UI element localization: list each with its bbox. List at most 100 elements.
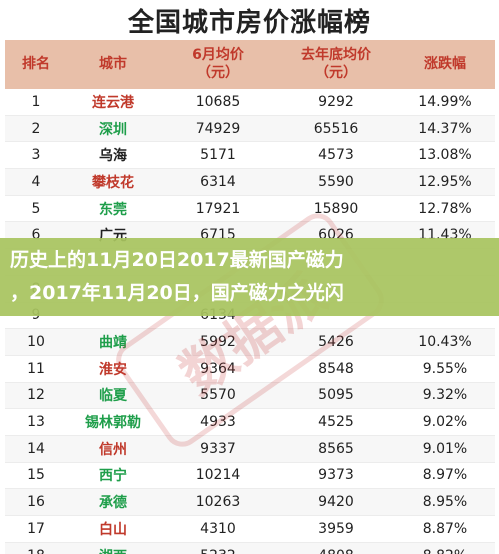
city-cell: 临夏 xyxy=(99,388,127,405)
table-row: 14 信州 9337 8565 9.01% xyxy=(5,435,495,463)
last-year-price-cell: 5590 xyxy=(318,173,354,190)
city-cell: 乌海 xyxy=(99,148,127,165)
city-cell: 锡林郭勒 xyxy=(85,415,141,432)
change-cell: 9.02% xyxy=(422,414,468,431)
change-cell: 9.01% xyxy=(422,440,468,457)
last-year-price-cell: 5095 xyxy=(318,387,354,404)
rank-cell: 3 xyxy=(31,147,41,164)
rank-cell: 4 xyxy=(31,173,41,190)
table-row: 1 连云港 10685 9292 14.99% xyxy=(5,89,495,116)
table-row: 17 白山 4310 3959 8.87% xyxy=(5,516,495,543)
table-row: 11 淮安 9364 8548 9.55% xyxy=(5,356,495,383)
last-year-price-cell: 9373 xyxy=(318,467,354,484)
last-year-price-cell: 9420 xyxy=(318,494,354,511)
table-row: 13 锡林郭勒 4933 4525 9.02% xyxy=(5,409,495,436)
june-price-cell: 5992 xyxy=(200,334,236,351)
city-cell: 淮安 xyxy=(99,361,127,378)
table-row: 2 深圳 74929 65516 14.37% xyxy=(5,115,495,143)
last-year-price-cell: 4525 xyxy=(318,414,354,431)
headline-line-2: ，2017年11月20日，国产磁力之光闪 xyxy=(10,282,344,304)
rank-cell: 15 xyxy=(27,467,45,484)
change-cell: 9.55% xyxy=(422,360,468,377)
table-row: 16 承德 10263 9420 8.95% xyxy=(5,489,495,516)
june-price-cell: 74929 xyxy=(195,120,241,137)
last-year-price-cell: 5426 xyxy=(318,334,354,351)
june-price-cell: 10263 xyxy=(195,494,241,511)
last-year-price-cell: 9292 xyxy=(318,93,354,110)
june-price-cell: 5232 xyxy=(159,543,277,554)
change-cell: 9.32% xyxy=(422,387,468,404)
table-header: 排名 城市 6月均价 （元） 去年底均价 （元） 涨跌幅 xyxy=(5,40,495,89)
june-price-cell: 4933 xyxy=(200,414,236,431)
table-row: 15 西宁 10214 9373 8.97% xyxy=(5,463,495,490)
header-june-price-unit: （元） xyxy=(197,64,239,81)
header-june-price: 6月均价 （元） xyxy=(159,40,277,89)
city-cell: 攀枝花 xyxy=(92,174,134,191)
table-row: 18湘西523248088.82% xyxy=(5,542,495,554)
header-june-price-label: 6月均价 xyxy=(192,47,244,63)
last-year-price-cell: 65516 xyxy=(313,120,359,137)
change-cell: 8.97% xyxy=(422,467,468,484)
headline-line-1: 历史上的11月20日2017最新国产磁力 xyxy=(10,249,344,271)
change-cell: 10.43% xyxy=(418,334,472,351)
june-price-cell: 9337 xyxy=(200,440,236,457)
city-cell: 湘西 xyxy=(67,543,159,554)
rank-cell: 6 xyxy=(31,227,41,244)
last-year-price-cell: 8548 xyxy=(318,360,354,377)
table-row: 5 东莞 17921 15890 12.78% xyxy=(5,196,495,223)
june-price-cell: 10214 xyxy=(195,467,241,484)
rank-cell: 16 xyxy=(27,494,45,511)
last-year-price-cell: 4808 xyxy=(277,543,395,554)
last-year-price-cell: 3959 xyxy=(318,520,354,537)
header-rank: 排名 xyxy=(22,55,50,72)
rank-cell: 17 xyxy=(27,520,45,537)
rank-cell: 11 xyxy=(27,360,45,377)
table-row: 3 乌海 5171 4573 13.08% xyxy=(5,142,495,170)
header-last-year-price-label: 去年底均价 xyxy=(301,47,371,63)
change-cell: 14.99% xyxy=(418,93,472,110)
rank-cell: 1 xyxy=(31,93,41,110)
change-cell: 8.87% xyxy=(422,520,468,537)
change-cell: 12.78% xyxy=(418,200,472,217)
city-cell: 白山 xyxy=(99,521,127,538)
rank-cell: 2 xyxy=(31,120,41,137)
header-change: 涨跌幅 xyxy=(424,55,466,72)
june-price-cell: 10685 xyxy=(195,93,241,110)
city-cell: 连云港 xyxy=(92,94,134,111)
last-year-price-cell: 15890 xyxy=(313,200,359,217)
june-price-cell: 5171 xyxy=(200,147,236,164)
rank-cell: 18 xyxy=(5,543,67,554)
city-cell: 深圳 xyxy=(99,121,127,138)
june-price-cell: 4310 xyxy=(200,520,236,537)
header-city: 城市 xyxy=(99,55,127,72)
change-cell: 14.37% xyxy=(418,120,472,137)
change-cell: 8.95% xyxy=(422,494,468,511)
change-cell: 8.82% xyxy=(395,543,495,554)
june-price-cell: 6314 xyxy=(200,173,236,190)
table-row: 4 攀枝花 6314 5590 12.95% xyxy=(5,169,495,196)
rank-cell: 13 xyxy=(27,414,45,431)
june-price-cell: 17921 xyxy=(195,200,241,217)
june-price-cell: 5570 xyxy=(200,387,236,404)
last-year-price-cell: 4573 xyxy=(318,147,354,164)
last-year-price-cell: 8565 xyxy=(318,440,354,457)
table-row: 12 临夏 5570 5095 9.32% xyxy=(5,382,495,410)
rank-cell: 12 xyxy=(27,387,45,404)
city-cell: 信州 xyxy=(99,441,127,458)
table-body: 1 连云港 10685 9292 14.99% 2 深圳 74929 65516 14.37% 3 乌… xyxy=(5,89,495,554)
header-last-year-price: 去年底均价 （元） xyxy=(277,40,395,89)
table-row: 10 曲靖 5992 5426 10.43% xyxy=(5,329,495,356)
city-cell: 西宁 xyxy=(99,468,127,485)
change-cell: 12.95% xyxy=(418,173,472,190)
header-last-year-price-unit: （元） xyxy=(315,64,357,81)
change-cell: 13.08% xyxy=(418,147,472,164)
city-cell: 曲靖 xyxy=(99,335,127,352)
headline-banner[interactable]: 历史上的11月20日2017最新国产磁力 ，2017年11月20日，国产磁力之光… xyxy=(0,238,499,316)
rank-cell: 5 xyxy=(31,200,41,217)
rank-cell: 10 xyxy=(27,334,45,351)
city-cell: 承德 xyxy=(99,495,127,512)
rank-cell: 14 xyxy=(27,440,45,457)
city-cell: 东莞 xyxy=(99,201,127,218)
june-price-cell: 9364 xyxy=(200,360,236,377)
page-title: 全国城市房价涨幅榜 xyxy=(127,7,371,38)
